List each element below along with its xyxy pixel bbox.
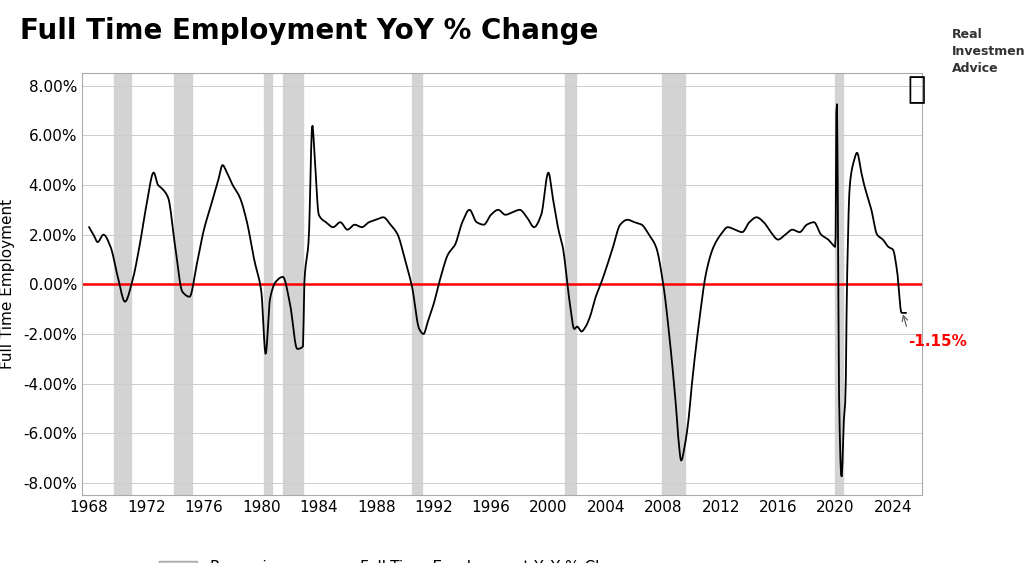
- Bar: [663, 73, 685, 495]
- Bar: [565, 73, 575, 495]
- Bar: [264, 73, 272, 495]
- Bar: [283, 73, 303, 495]
- Bar: [174, 73, 193, 495]
- Y-axis label: Full Time Employment: Full Time Employment: [0, 199, 14, 369]
- Bar: [412, 73, 422, 495]
- Legend: Recessions, Full-Time Employment YoY % Change: Recessions, Full-Time Employment YoY % C…: [153, 554, 649, 563]
- Text: 🦅: 🦅: [907, 75, 926, 105]
- Text: -1.15%: -1.15%: [908, 334, 967, 349]
- Text: Full Time Employment YoY % Change: Full Time Employment YoY % Change: [20, 17, 599, 45]
- Bar: [115, 73, 131, 495]
- Text: Real
Investment
Advice: Real Investment Advice: [952, 28, 1024, 75]
- Bar: [836, 73, 843, 495]
